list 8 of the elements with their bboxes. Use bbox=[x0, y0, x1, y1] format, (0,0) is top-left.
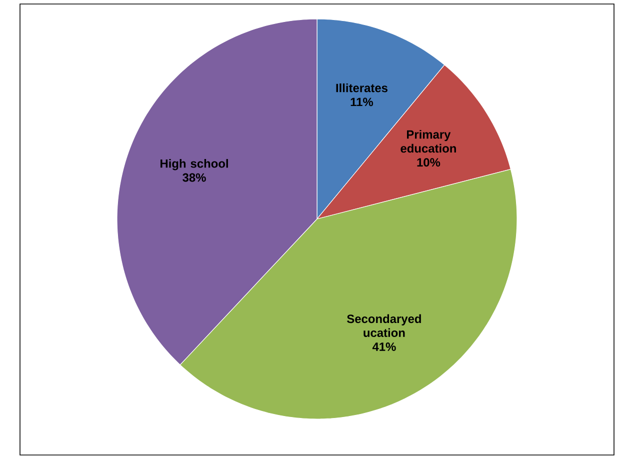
slice-label: Primary education bbox=[400, 130, 456, 153]
data-label: 10% bbox=[417, 158, 440, 167]
data-label: 38% bbox=[182, 173, 206, 182]
data-label: 11% bbox=[350, 98, 374, 106]
slice-label: High school bbox=[160, 159, 228, 170]
slice-label: Illiterates bbox=[336, 83, 388, 92]
slice-label: Secondaryed ucation bbox=[347, 314, 421, 338]
data-label: 41% bbox=[372, 342, 396, 351]
